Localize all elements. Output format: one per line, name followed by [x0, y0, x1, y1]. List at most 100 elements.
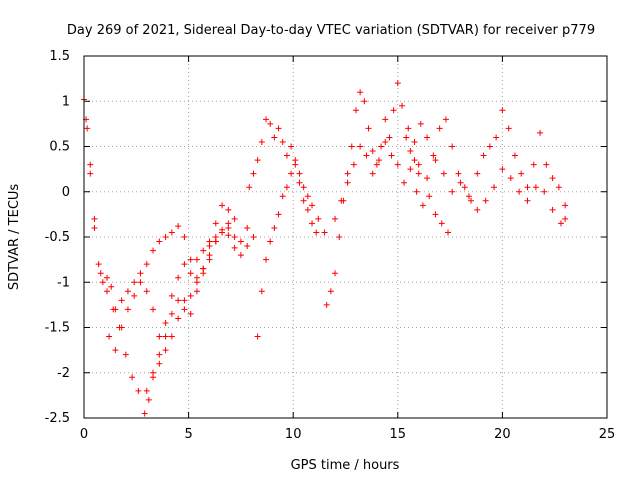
data-point [288, 143, 295, 150]
data-point [225, 232, 232, 239]
data-point [468, 197, 475, 204]
x-tick-label: 0 [80, 427, 88, 442]
data-point [417, 120, 424, 127]
data-point [150, 306, 157, 313]
data-point [530, 161, 537, 168]
data-point [84, 125, 91, 132]
data-point [283, 184, 290, 191]
data-point [175, 297, 182, 304]
data-point [212, 238, 219, 245]
data-point [430, 152, 437, 159]
data-point [124, 288, 131, 295]
data-point [426, 193, 433, 200]
data-point [231, 215, 238, 222]
data-point [524, 197, 531, 204]
data-point [465, 193, 472, 200]
data-point [129, 374, 136, 381]
data-point [143, 387, 150, 394]
y-tick-label: -2.5 [45, 411, 70, 426]
data-point [181, 297, 188, 304]
y-tick-label: 0 [62, 185, 70, 200]
data-point [407, 148, 414, 155]
data-point [263, 256, 270, 263]
data-point [499, 107, 506, 114]
data-point [112, 306, 119, 313]
data-point [332, 270, 339, 277]
data-point [156, 360, 163, 367]
data-point [122, 351, 129, 358]
data-point [369, 148, 376, 155]
data-point [271, 134, 278, 141]
data-point [309, 220, 316, 227]
data-point [112, 347, 119, 354]
data-point [457, 179, 464, 186]
data-point [403, 134, 410, 141]
data-point [124, 306, 131, 313]
y-tick-label: -2 [57, 366, 70, 381]
data-point [237, 252, 244, 259]
data-point [549, 206, 556, 213]
data-point [143, 288, 150, 295]
y-tick-label: 0.5 [49, 140, 70, 155]
y-tick-label: -0.5 [45, 230, 70, 245]
data-point [507, 175, 514, 182]
data-point [474, 170, 481, 177]
data-point [309, 202, 316, 209]
data-point [250, 234, 257, 240]
data-point [394, 161, 401, 168]
data-point [156, 351, 163, 358]
data-point [200, 247, 207, 254]
data-point [200, 265, 207, 272]
data-point [516, 188, 523, 195]
data-point [304, 206, 311, 213]
series-track-9 [405, 107, 569, 209]
data-point [315, 215, 322, 222]
data-point [225, 220, 232, 227]
data-point [300, 197, 307, 204]
data-point [348, 143, 355, 150]
data-point [486, 143, 493, 150]
data-point [131, 292, 138, 299]
data-point [373, 161, 380, 168]
data-point [344, 170, 351, 177]
data-point [390, 107, 397, 114]
data-point [505, 125, 512, 132]
data-point [212, 220, 219, 227]
data-point [237, 238, 244, 245]
data-point [246, 184, 253, 191]
data-point [187, 256, 194, 263]
data-point [108, 283, 115, 290]
x-axis-label: GPS time / hours [291, 458, 400, 473]
grid-lines [84, 56, 607, 418]
data-point [279, 193, 286, 200]
data-point [537, 129, 544, 136]
data-point [258, 138, 265, 145]
data-point [292, 157, 299, 164]
data-point [175, 223, 182, 230]
data-point [267, 120, 274, 127]
data-point [438, 220, 445, 227]
data-point [187, 310, 194, 317]
series-track-2 [83, 116, 238, 313]
data-point [150, 247, 157, 254]
data-point [365, 125, 372, 132]
data-point [279, 138, 286, 145]
data-point [415, 161, 422, 168]
data-point [91, 224, 98, 231]
data-point [104, 288, 111, 295]
data-point [181, 234, 188, 240]
series-track-6 [246, 116, 328, 236]
data-point [168, 229, 175, 236]
data-point [244, 224, 251, 231]
data-point [193, 279, 200, 286]
data-point [386, 134, 393, 141]
data-point [187, 270, 194, 277]
data-point [156, 238, 163, 245]
data-point [206, 238, 213, 245]
data-point [363, 152, 370, 159]
data-point [267, 238, 274, 245]
data-point [254, 157, 261, 164]
data-point [432, 157, 439, 164]
data-point [118, 297, 125, 304]
